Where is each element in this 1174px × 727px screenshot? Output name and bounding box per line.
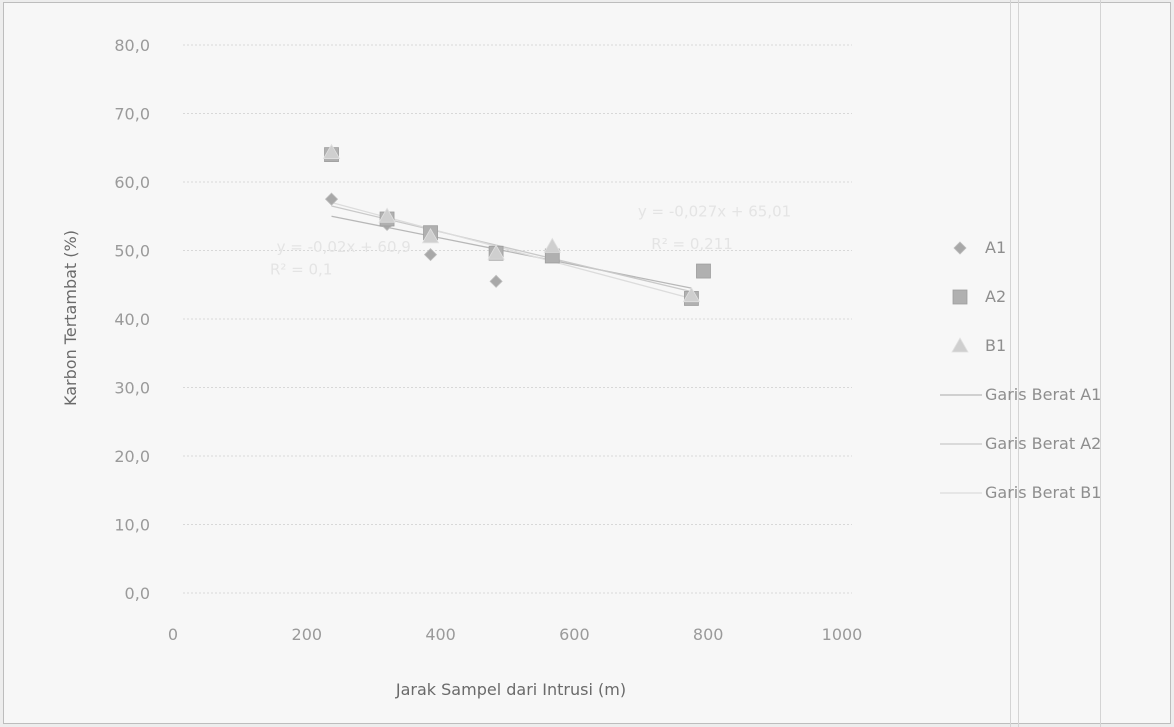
data-point-a2 xyxy=(696,263,711,279)
trendline xyxy=(331,215,692,289)
data-point-a1 xyxy=(324,192,339,206)
data-point-a1 xyxy=(423,248,438,262)
legend-label-a1: A1 xyxy=(985,238,1006,257)
legend-marker-a2 xyxy=(952,289,968,305)
y-tick-label: 10,0 xyxy=(114,516,150,535)
y-tick-label: 20,0 xyxy=(114,447,150,466)
data-point-b1 xyxy=(487,244,505,260)
x-tick-labels: 0 200 400 600 800 1000 xyxy=(168,625,862,644)
y-tick-labels: 0,0 10,0 20,0 30,0 40,0 50,0 60,0 70,0 80,0 xyxy=(114,36,150,603)
grid-lines xyxy=(183,44,852,594)
x-tick-label: 400 xyxy=(425,625,456,644)
legend-label-a2: A2 xyxy=(985,287,1006,306)
y-tick-label: 60,0 xyxy=(114,173,150,192)
legend-label-b1: B1 xyxy=(985,336,1006,355)
legend: A1 A2 B1 Garis Berat A1 Garis Berat A2 Garis … xyxy=(940,238,1101,502)
scan-edge-line xyxy=(1018,0,1019,727)
data-point-b1 xyxy=(543,237,561,253)
trendline-equation: R² = 0,211 xyxy=(651,235,732,253)
data-point-a1 xyxy=(489,274,503,288)
y-tick-label: 30,0 xyxy=(114,379,150,398)
x-tick-label: 1000 xyxy=(822,625,863,644)
data-point-b1 xyxy=(421,227,440,244)
data-points xyxy=(322,143,711,306)
x-axis-label: Jarak Sampel dari Intrusi (m) xyxy=(395,680,626,699)
y-tick-label: 70,0 xyxy=(114,105,150,124)
y-tick-label: 50,0 xyxy=(114,242,150,261)
y-tick-label: 80,0 xyxy=(114,36,150,55)
trendline-annotations: y = -0,027x + 65,01 R² = 0,211 y = -0,02x … xyxy=(270,202,791,278)
data-point-b1 xyxy=(322,143,341,159)
legend-label-trendline: Garis Berat A1 xyxy=(985,385,1101,404)
legend-marker-b1 xyxy=(951,337,969,353)
x-tick-label: 200 xyxy=(292,625,323,644)
trendline-equation: R² = 0,1 xyxy=(270,260,332,278)
y-tick-label: 0,0 xyxy=(125,584,150,603)
trendline-equation: y = -0,02x + 60,9 xyxy=(277,238,411,256)
data-point-b1 xyxy=(378,207,396,223)
scan-edge-line xyxy=(1010,0,1011,727)
y-tick-label: 40,0 xyxy=(114,310,150,329)
y-axis-label: Karbon Tertambat (%) xyxy=(61,230,80,406)
x-tick-label: 0 xyxy=(168,625,178,644)
x-tick-label: 600 xyxy=(559,625,590,644)
chart-frame xyxy=(3,2,1171,724)
legend-marker-a1 xyxy=(953,241,967,255)
data-point-b1 xyxy=(682,286,701,303)
trendline-equation: y = -0,027x + 65,01 xyxy=(638,202,791,220)
legend-label-trendline: Garis Berat B1 xyxy=(985,483,1101,502)
x-tick-label: 800 xyxy=(693,625,724,644)
legend-label-trendline: Garis Berat A2 xyxy=(985,434,1101,453)
scan-edge-line xyxy=(1100,0,1101,727)
